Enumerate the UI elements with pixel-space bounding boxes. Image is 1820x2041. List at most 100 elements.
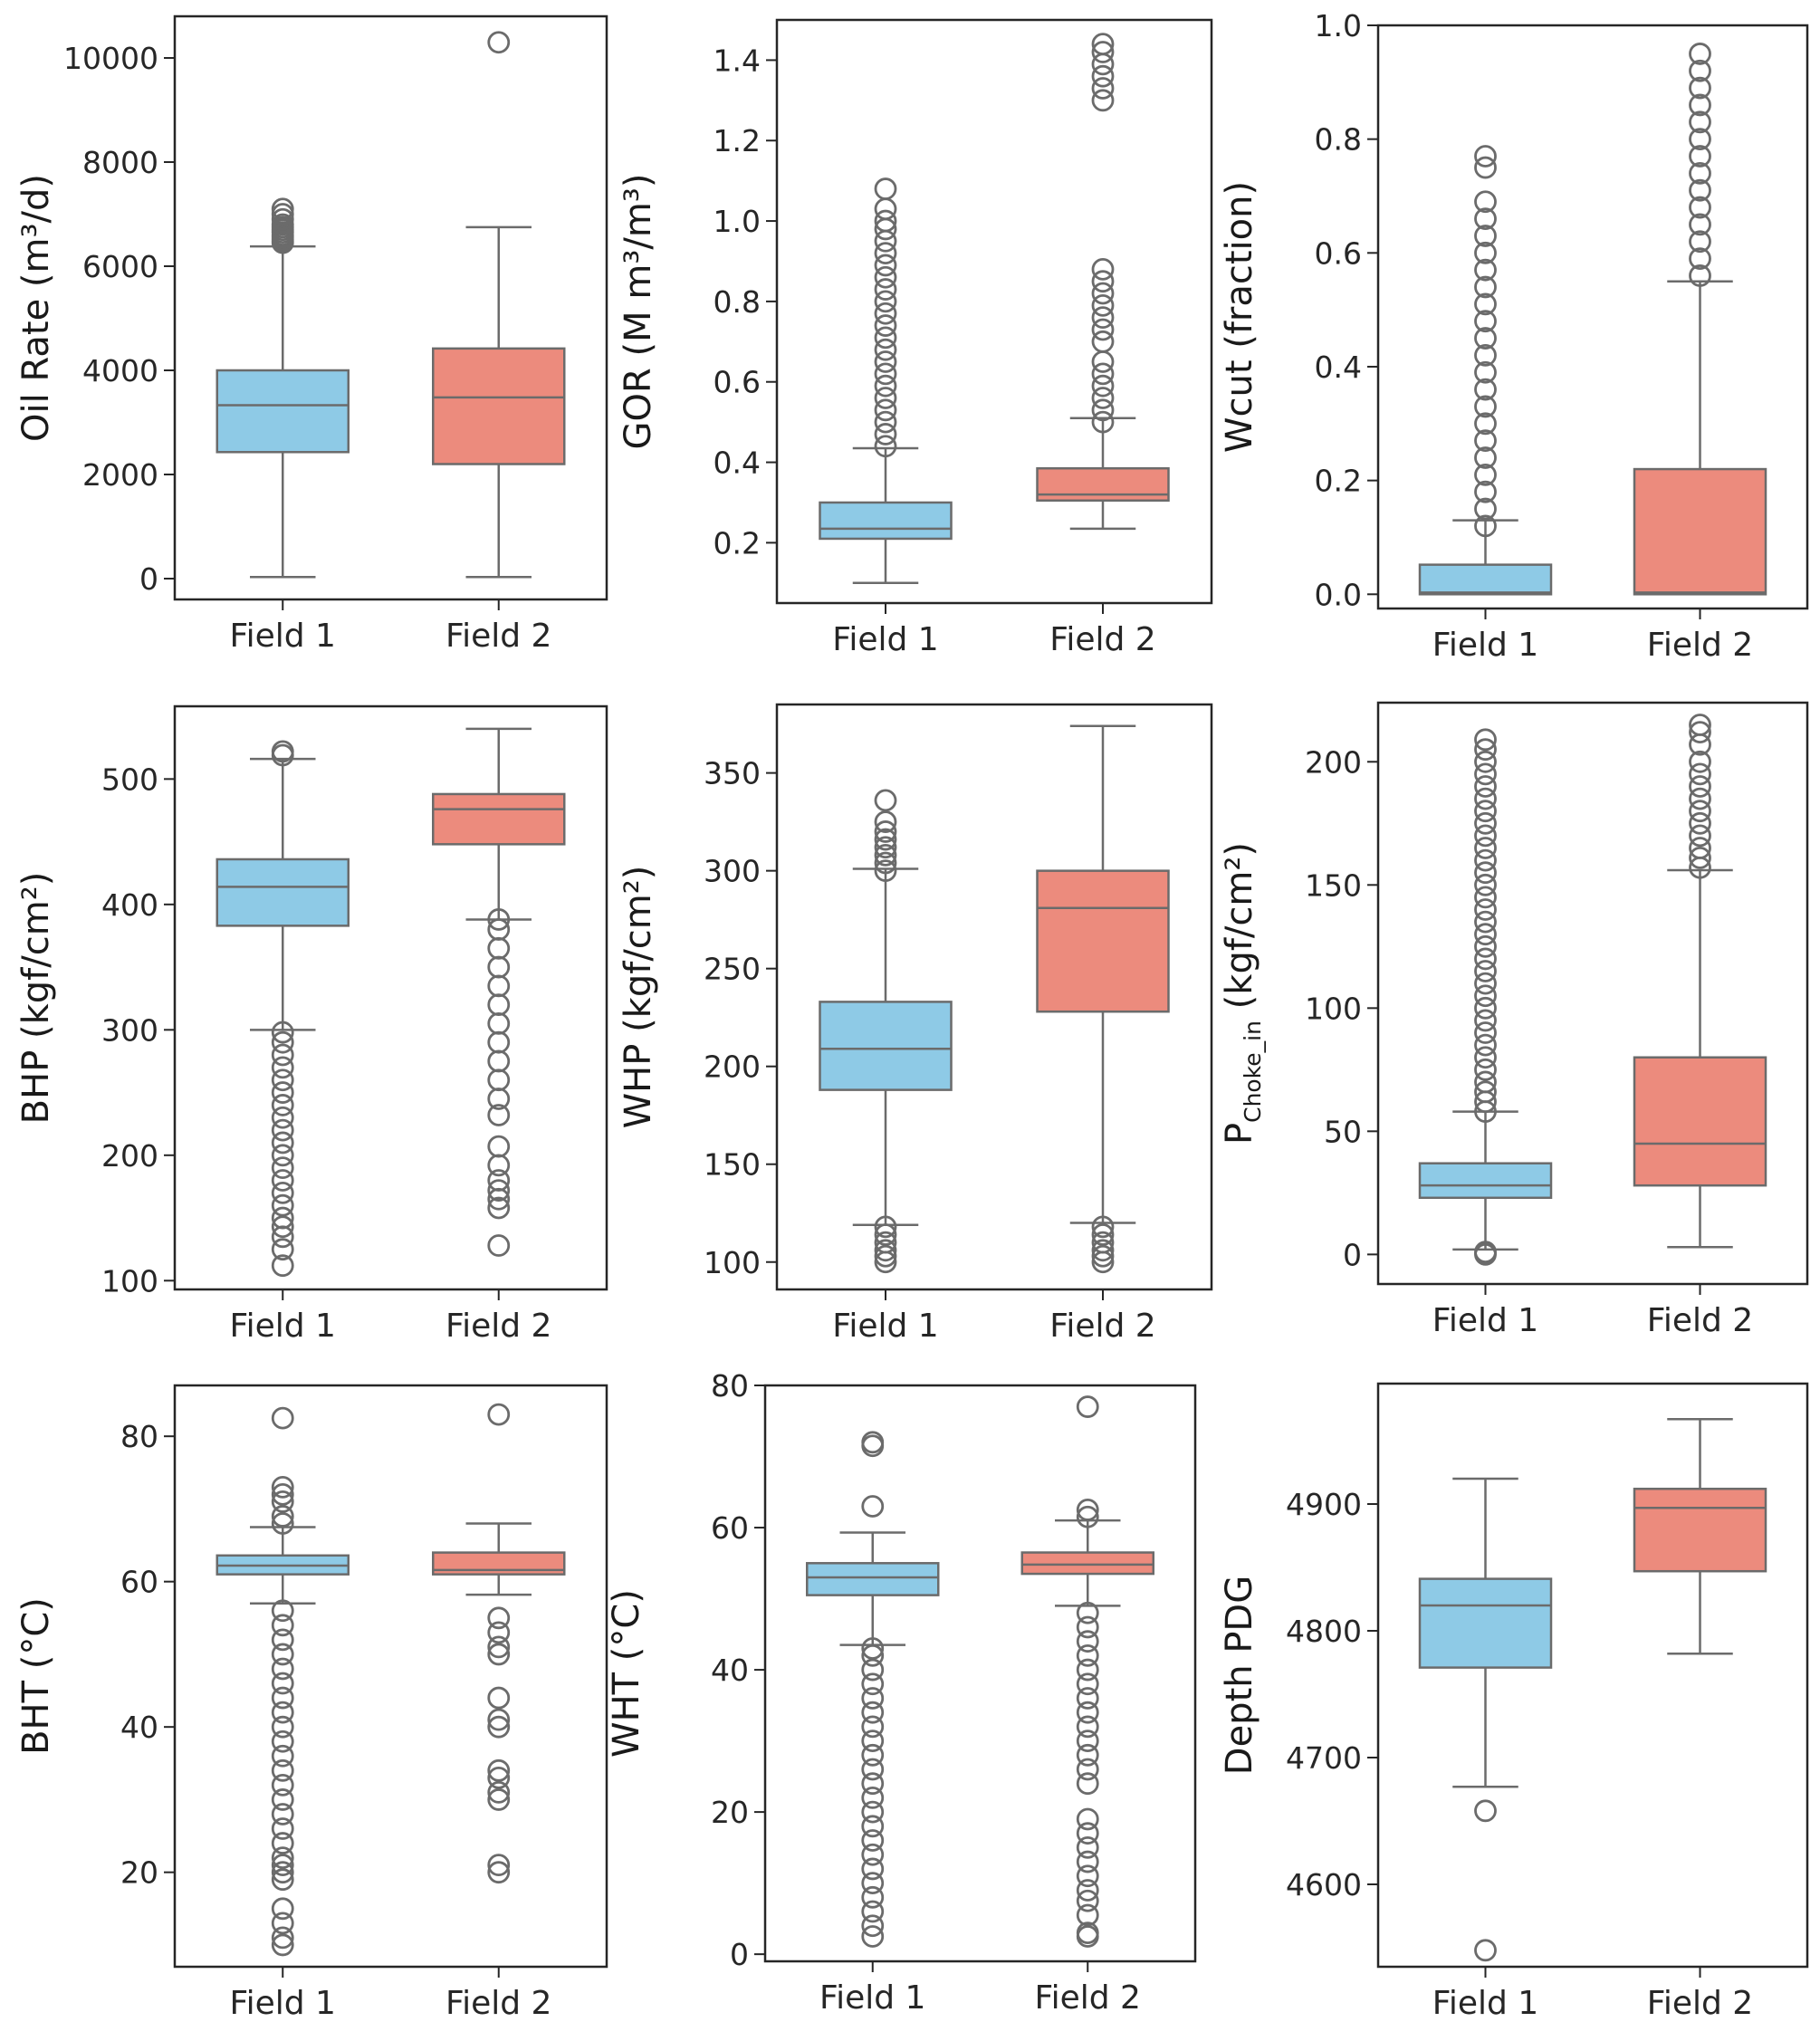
outlier-point [1474, 972, 1497, 995]
outlier-point [874, 314, 897, 337]
outlier-point [861, 1925, 885, 1948]
y-axis-label-units: (kgf/cm²) [1219, 842, 1260, 1020]
outlier-point [1474, 190, 1497, 214]
outlier-point [271, 1657, 294, 1681]
outlier-point [861, 1643, 885, 1667]
outlier-point [271, 1628, 294, 1652]
outlier-point [1474, 344, 1497, 367]
outlier-point [1076, 1658, 1099, 1682]
outlier-point [271, 1156, 294, 1180]
panel-5: 100 150 200 250 300 350 Field 1 Field 2 WHP (kgf… [618, 703, 1213, 1345]
outlier-point [271, 1512, 294, 1535]
box-iqr [216, 369, 350, 454]
outlier-point [1474, 1021, 1497, 1044]
box-field-2 [1036, 724, 1170, 1274]
outlier-point [874, 387, 897, 409]
y-tick-label: 0.2 [1315, 464, 1362, 499]
outlier-point [271, 197, 294, 221]
outlier-point [1091, 1244, 1115, 1268]
outlier-point [1689, 264, 1711, 287]
box-iqr [1418, 1162, 1553, 1200]
box-field-1 [1418, 728, 1553, 1266]
outlier-point [874, 209, 897, 233]
y-tick-label: 250 [704, 952, 761, 987]
outlier-point [271, 1773, 294, 1797]
outlier-point [271, 1043, 294, 1067]
outlier-point [1474, 762, 1497, 786]
box-field-2 [1020, 1395, 1154, 1948]
outlier-point [874, 1215, 897, 1239]
outlier-point [1474, 923, 1497, 946]
outlier-point [271, 1020, 294, 1044]
outlier-point [861, 1787, 885, 1809]
box-field-2 [1036, 33, 1170, 531]
outlier-point [271, 1475, 294, 1499]
outlier-point [874, 435, 897, 458]
outlier-point [1076, 1715, 1099, 1739]
outlier-point [271, 203, 294, 225]
box-field-2 [1633, 1417, 1767, 1655]
outlier-point [1091, 41, 1115, 63]
outlier-point [1076, 1850, 1099, 1873]
outlier-point [1076, 1822, 1099, 1845]
outlier-point [1091, 270, 1115, 293]
y-tick-label: 60 [120, 1565, 158, 1600]
outlier-point [271, 1238, 294, 1261]
y-axis-label: BHT (°C) [15, 1597, 57, 1755]
outlier-point [1474, 1058, 1497, 1081]
y-tick-label: 80 [711, 1368, 749, 1404]
outlier-point [1474, 811, 1497, 835]
x-tick-label: Field 1 [1432, 1985, 1538, 2022]
outlier-point [1474, 996, 1497, 1020]
y-tick-label: 200 [1305, 744, 1362, 780]
outlier-point [271, 1068, 294, 1092]
y-tick-label: 0 [730, 1937, 749, 1972]
outlier-point [1474, 327, 1497, 350]
outlier-point [1076, 1601, 1099, 1624]
outlier-point [874, 851, 897, 875]
outlier-point [1689, 837, 1711, 859]
outlier-point [1689, 213, 1711, 236]
outlier-point [1474, 861, 1497, 885]
outlier-point [271, 1106, 294, 1129]
outlier-point [1474, 750, 1497, 773]
y-tick-label: 40 [120, 1710, 158, 1745]
box-field-1 [1418, 1477, 1553, 1962]
outlier-point [874, 789, 897, 812]
outlier-point [1474, 1241, 1497, 1264]
x-tick-label: Field 1 [230, 1308, 336, 1345]
outlier-point [271, 1406, 294, 1430]
outlier-point [271, 1131, 294, 1155]
outlier-point [1689, 750, 1711, 773]
outlier-point [874, 362, 897, 386]
outlier-point [1091, 306, 1115, 330]
x-tick-label: Field 1 [1432, 1302, 1538, 1339]
y-tick-label: 100 [101, 1263, 158, 1298]
outlier-point [271, 1744, 294, 1768]
x-tick-label: Field 2 [1049, 621, 1155, 658]
outlier-point [487, 1708, 511, 1731]
x-tick-label: Field 2 [1647, 627, 1753, 664]
outlier-point [861, 1743, 885, 1767]
box-field-1 [806, 1431, 940, 1948]
outlier-point [874, 398, 897, 422]
box-field-2 [432, 31, 566, 579]
outlier-point [487, 1179, 511, 1202]
outlier-point [1689, 787, 1711, 810]
y-axis-label: Depth PDG [1219, 1576, 1260, 1775]
outlier-point [1091, 362, 1115, 386]
outlier-point [271, 1482, 294, 1506]
box-iqr [819, 1001, 953, 1091]
outlier-point [1076, 1643, 1099, 1667]
outlier-point [271, 1081, 294, 1104]
y-tick-label: 60 [711, 1510, 749, 1546]
outlier-point [271, 1701, 294, 1724]
box-iqr [1418, 563, 1553, 596]
y-axis-label: Wcut (fraction) [1219, 181, 1260, 453]
outlier-point [1076, 1499, 1099, 1521]
outlier-point [487, 1758, 511, 1782]
outlier-point [271, 1169, 294, 1192]
x-tick-label: Field 1 [230, 1985, 336, 2022]
